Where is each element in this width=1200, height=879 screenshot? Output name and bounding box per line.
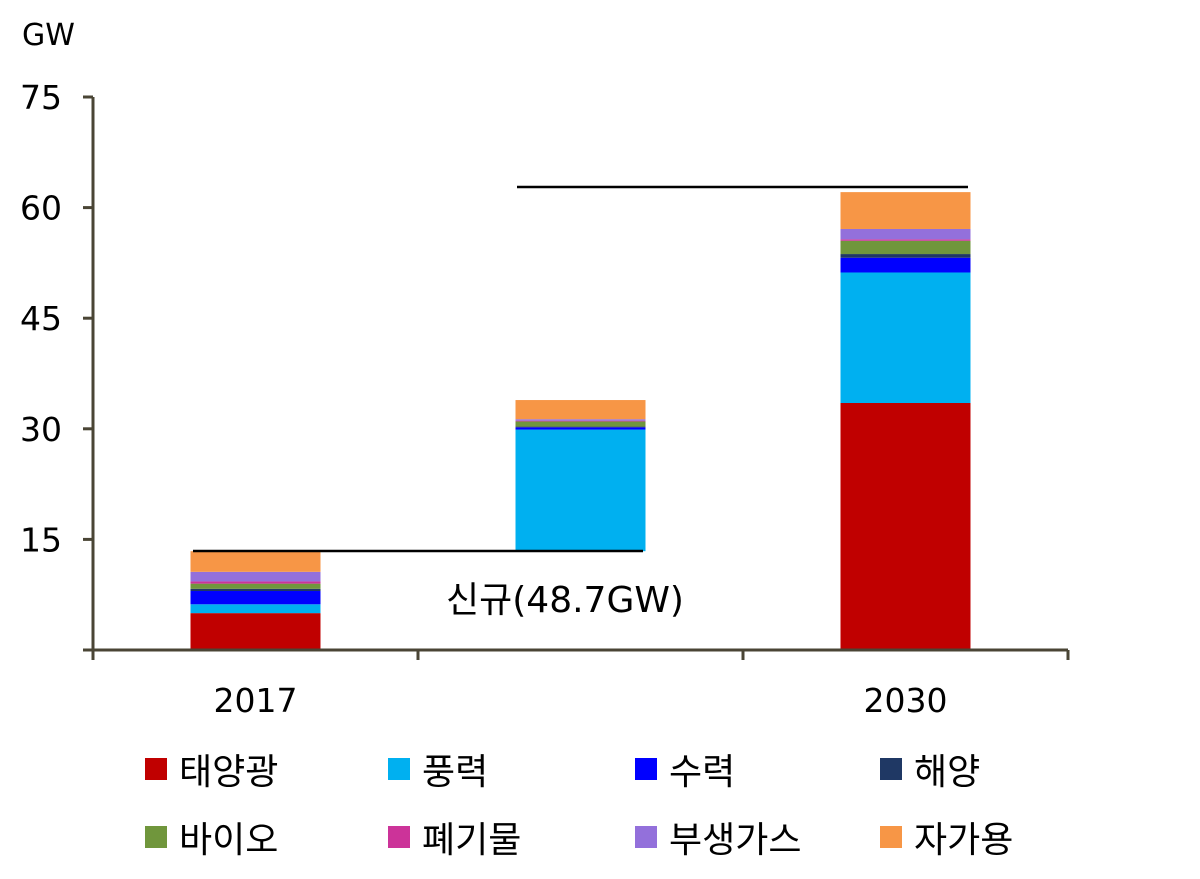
bar-segment-수력 [515, 427, 646, 430]
stacked-bar-chart: GW 15 30 45 60 75 2017 2030 신규(48.7GW) [20, 18, 1070, 720]
bar-segment-바이오 [840, 240, 971, 255]
legend-item: 자가용 [880, 812, 1013, 862]
bar-segment-부생가스 [515, 419, 646, 421]
legend-label: 풍력 [422, 752, 489, 793]
legend-label: 해양 [914, 752, 981, 793]
legend-swatch [635, 826, 657, 848]
x-category-label: 2017 [214, 681, 298, 720]
bar-segment-태양광 [190, 613, 321, 650]
legend-label: 태양광 [179, 752, 279, 793]
legend-item: 태양광 [145, 744, 278, 794]
bar-segment-폐기물 [190, 581, 321, 584]
bar-segment-해양 [515, 426, 646, 428]
axes-group [91, 97, 1068, 658]
new-capacity-bracket: 신규(48.7GW) [193, 185, 968, 621]
bar-segment-해양 [840, 254, 971, 258]
legend-swatch [880, 826, 902, 848]
bar-segment-폐기물 [840, 239, 971, 241]
bar-segment-태양광 [840, 402, 971, 650]
y-ticks-group: 15 30 45 60 75 [20, 78, 93, 652]
legend-item: 풍력 [388, 744, 488, 794]
y-tick-label: 45 [20, 299, 62, 338]
bar-segment-부생가스 [840, 228, 971, 240]
bar-segment-바이오 [515, 421, 646, 427]
x-category-label: 2030 [864, 681, 948, 720]
bar-segment-수력 [190, 591, 321, 605]
bar-segment-풍력 [190, 604, 321, 614]
legend-label: 부생가스 [669, 820, 802, 861]
legend-swatch [880, 758, 902, 780]
legend-label: 수력 [669, 752, 736, 793]
legend-item: 부생가스 [635, 812, 801, 862]
legend-label: 자가용 [914, 820, 1014, 861]
bar-segment-폐기물 [515, 420, 646, 422]
bar-segment-풍력 [515, 429, 646, 552]
y-unit-label: GW [22, 18, 75, 53]
legend-swatch [388, 826, 410, 848]
bar-segment-풍력 [840, 272, 971, 403]
bar-segment-부생가스 [190, 571, 321, 582]
legend-swatch [635, 758, 657, 780]
y-tick-label: 60 [20, 189, 62, 228]
legend-label: 폐기물 [422, 820, 522, 861]
bar-segment-바이오 [190, 583, 321, 589]
bar-segment-자가용 [515, 400, 646, 420]
y-tick-label: 30 [20, 410, 62, 449]
bars-group [190, 192, 971, 650]
bar-segment-수력 [840, 257, 971, 273]
x-labels-group: 2017 2030 [91, 650, 1070, 720]
y-tick-label: 75 [20, 78, 62, 117]
y-tick-label: 15 [20, 520, 62, 559]
legend-item: 바이오 [145, 812, 278, 862]
legend-swatch [388, 758, 410, 780]
legend-swatch [145, 758, 167, 780]
legend-item: 해양 [880, 744, 980, 794]
new-capacity-annotation: 신규(48.7GW) [446, 580, 684, 621]
legend-swatch [145, 826, 167, 848]
legend-item: 폐기물 [388, 812, 521, 862]
bar-segment-자가용 [190, 551, 321, 572]
bar-segment-해양 [190, 588, 321, 592]
bar-segment-자가용 [840, 192, 971, 229]
legend-label: 바이오 [179, 820, 279, 861]
legend-item: 수력 [635, 744, 735, 794]
